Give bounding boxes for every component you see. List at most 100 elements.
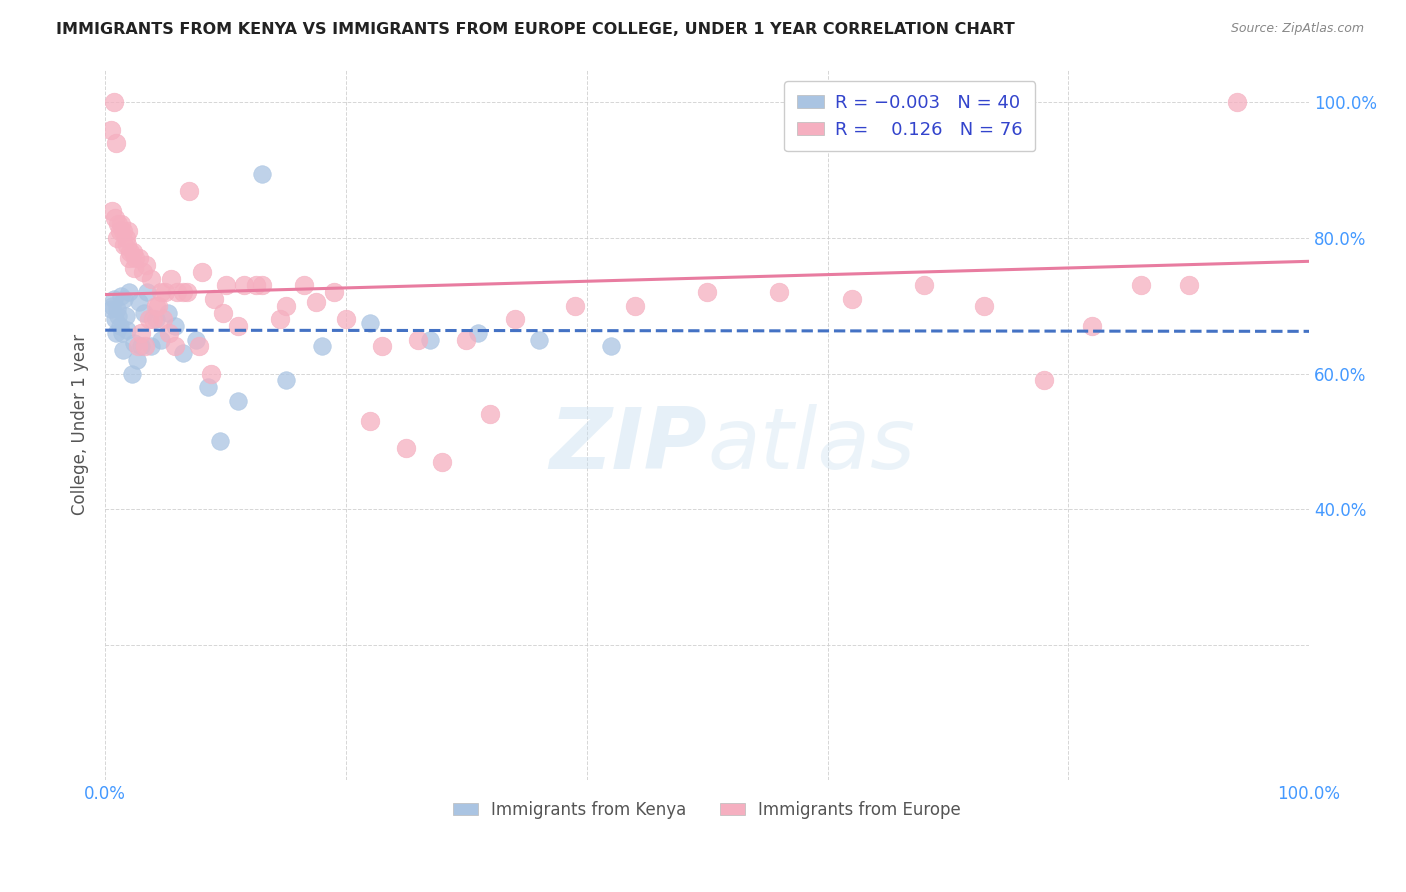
Point (172, 285, 194, 300)
Point (1177, 278, 1199, 293)
Point (107, 218, 129, 232)
Point (142, 312, 165, 326)
Point (188, 339, 211, 353)
Point (108, 319, 131, 334)
Point (311, 339, 333, 353)
Point (564, 299, 586, 313)
Point (135, 258, 157, 272)
Point (503, 312, 526, 326)
Point (599, 339, 621, 353)
Point (1129, 278, 1152, 293)
Point (125, 353, 148, 368)
Point (112, 224, 135, 238)
Point (148, 299, 170, 313)
Point (131, 326, 153, 340)
Point (149, 333, 172, 347)
Point (128, 295, 150, 310)
Point (101, 203, 124, 218)
Point (122, 261, 145, 276)
Point (184, 333, 207, 347)
Point (110, 218, 132, 232)
Point (197, 380, 219, 394)
Point (274, 299, 297, 313)
Point (104, 211, 127, 225)
Point (274, 373, 297, 387)
Point (108, 224, 131, 238)
Point (115, 237, 138, 252)
Point (359, 316, 381, 330)
Point (122, 244, 145, 259)
Point (103, 292, 125, 306)
Point (114, 237, 136, 252)
Point (100, 302, 122, 317)
Point (841, 292, 863, 306)
Point (245, 278, 267, 293)
Point (160, 271, 183, 285)
Point (105, 136, 128, 150)
Point (527, 333, 550, 347)
Text: IMMIGRANTS FROM KENYA VS IMMIGRANTS FROM EUROPE COLLEGE, UNDER 1 YEAR CORRELATIO: IMMIGRANTS FROM KENYA VS IMMIGRANTS FROM… (56, 22, 1015, 37)
Point (419, 333, 441, 347)
Point (212, 305, 235, 319)
Point (131, 265, 153, 279)
Point (128, 252, 150, 266)
Point (105, 326, 128, 340)
Point (226, 319, 249, 334)
Point (110, 288, 132, 302)
Point (156, 305, 179, 319)
Point (432, 455, 454, 469)
Point (359, 414, 381, 428)
Point (157, 326, 180, 340)
Point (202, 292, 225, 306)
Point (200, 367, 222, 381)
Point (118, 252, 141, 266)
Point (269, 312, 291, 326)
Point (179, 184, 201, 198)
Point (208, 434, 231, 449)
Point (104, 312, 127, 326)
Point (250, 167, 273, 181)
Point (114, 292, 136, 306)
Point (127, 339, 149, 353)
Point (118, 285, 141, 300)
Point (479, 407, 502, 421)
Point (134, 339, 156, 353)
Point (107, 309, 129, 323)
Text: Source: ZipAtlas.com: Source: ZipAtlas.com (1230, 22, 1364, 36)
Point (172, 346, 194, 360)
Text: atlas: atlas (707, 404, 915, 487)
Point (115, 322, 138, 336)
Point (395, 441, 418, 455)
Point (226, 393, 249, 408)
Point (122, 336, 145, 351)
Legend: Immigrants from Kenya, Immigrants from Europe: Immigrants from Kenya, Immigrants from E… (447, 794, 967, 825)
Point (456, 333, 478, 347)
Point (121, 367, 143, 381)
Point (100, 122, 122, 136)
Point (111, 326, 134, 340)
Point (371, 339, 394, 353)
Point (105, 231, 128, 245)
Point (1033, 373, 1056, 387)
Point (292, 278, 315, 293)
Point (131, 339, 153, 353)
Point (124, 252, 146, 266)
Point (166, 285, 188, 300)
Point (912, 278, 935, 293)
Point (1081, 319, 1104, 334)
Point (139, 271, 162, 285)
Point (132, 305, 155, 319)
Point (117, 224, 139, 238)
Point (467, 326, 489, 340)
Point (120, 244, 142, 259)
Point (335, 312, 357, 326)
Point (149, 285, 172, 300)
Point (250, 278, 273, 293)
Point (114, 231, 136, 245)
Point (232, 278, 254, 293)
Point (163, 319, 186, 334)
Point (323, 285, 346, 300)
Point (101, 299, 124, 313)
Point (768, 285, 790, 300)
Point (973, 299, 995, 313)
